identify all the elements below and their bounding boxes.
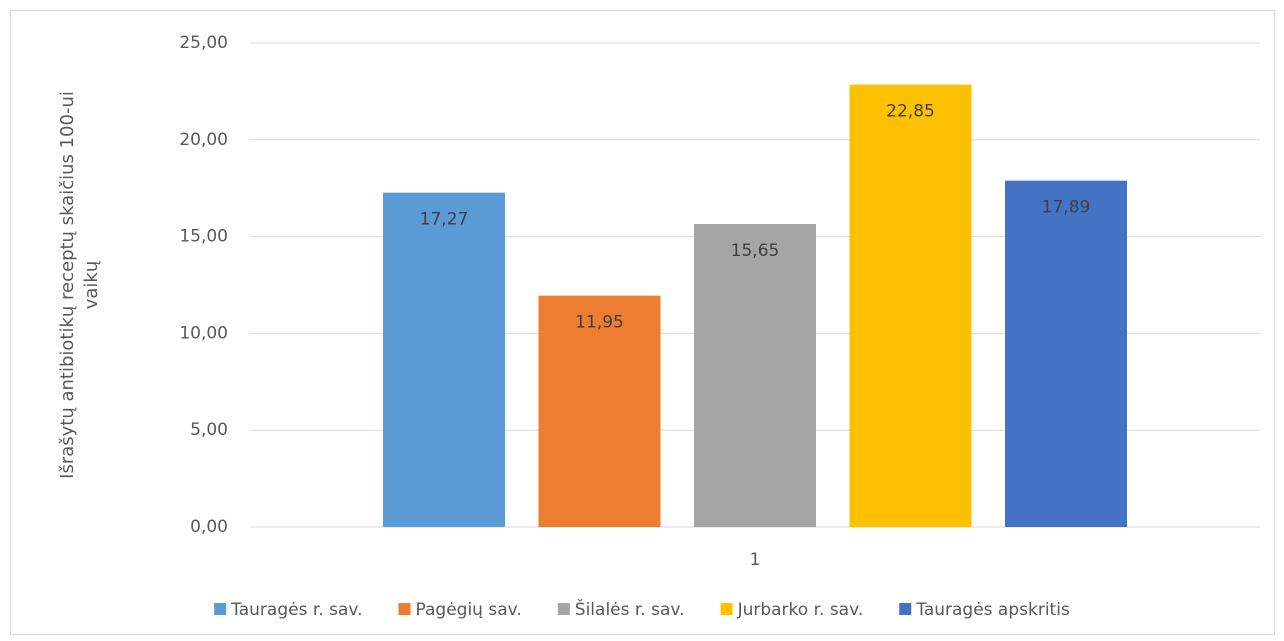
x-tick-label: 1	[750, 550, 761, 570]
y-tick-label: 10,00	[179, 323, 228, 343]
legend-label: Šilalės r. sav.	[575, 598, 685, 620]
legend-label: Jurbarko r. sav.	[737, 600, 864, 620]
y-axis-title-line: vaikų	[81, 260, 102, 309]
data-label: 22,85	[886, 102, 935, 122]
y-tick-label: 20,00	[179, 130, 228, 150]
data-label: 11,95	[575, 313, 624, 333]
y-tick-label: 0,00	[190, 517, 228, 537]
y-axis-title: Išrašytų antibiotikų receptų skaičius 10…	[57, 91, 102, 479]
legend-swatch	[557, 603, 570, 615]
data-label: 17,89	[1042, 198, 1091, 218]
data-label: 17,27	[420, 210, 469, 230]
data-label: 15,65	[731, 241, 780, 261]
bar	[694, 224, 816, 528]
legend-swatch	[398, 603, 411, 615]
legend-label: Tauragės r. sav.	[230, 600, 362, 620]
bar	[383, 192, 505, 527]
y-tick-label: 25,00	[179, 33, 228, 53]
legend-swatch	[899, 603, 912, 615]
bar	[538, 295, 661, 527]
legend-label: Pagėgių sav.	[416, 600, 522, 620]
bar	[849, 84, 972, 528]
legend-swatch	[720, 603, 733, 615]
bar	[1005, 180, 1127, 527]
y-tick-label: 15,00	[179, 227, 228, 247]
y-tick-label: 5,00	[190, 420, 228, 440]
legend-swatch	[214, 603, 227, 615]
y-axis-title-line: Išrašytų antibiotikų receptų skaičius 10…	[57, 91, 78, 479]
legend-label: Tauragės apskritis	[915, 600, 1070, 620]
